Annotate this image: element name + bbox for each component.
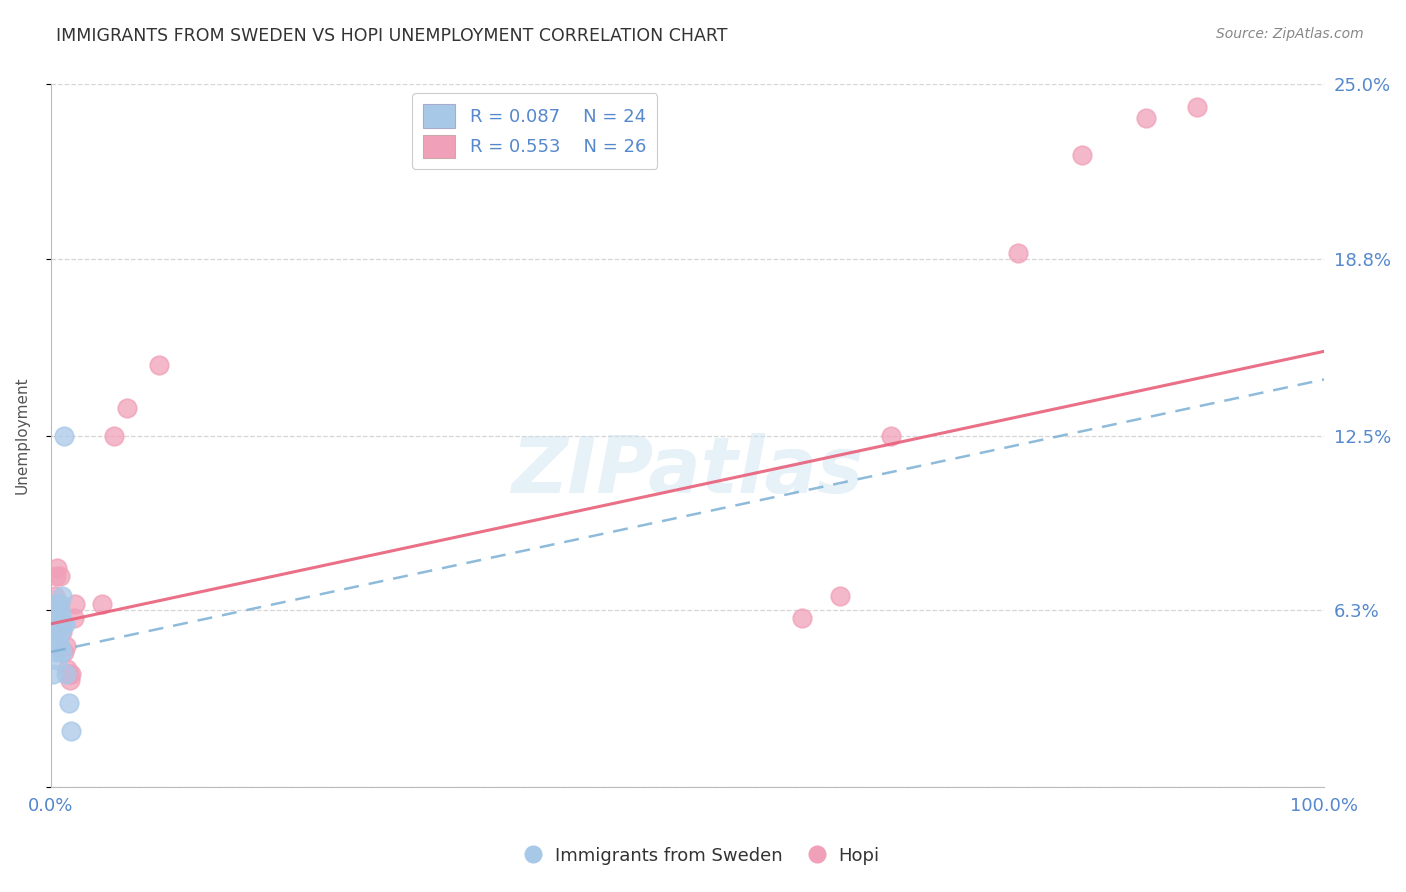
Point bbox=[60, 667, 83, 681]
Point bbox=[55, 667, 77, 681]
Point bbox=[46, 611, 69, 625]
Point bbox=[45, 616, 67, 631]
Text: ZIPatlas: ZIPatlas bbox=[512, 433, 863, 508]
Point bbox=[48, 603, 70, 617]
Point bbox=[48, 569, 70, 583]
Point bbox=[60, 723, 83, 738]
Point bbox=[52, 428, 75, 442]
Point bbox=[46, 597, 69, 611]
Point bbox=[44, 640, 66, 654]
Point bbox=[53, 616, 76, 631]
Point bbox=[48, 633, 70, 648]
Point bbox=[58, 667, 80, 681]
Point bbox=[49, 616, 72, 631]
Point bbox=[90, 597, 112, 611]
Point bbox=[115, 401, 138, 415]
Point bbox=[46, 653, 69, 667]
Point bbox=[52, 616, 75, 631]
Point bbox=[48, 597, 70, 611]
Point bbox=[44, 625, 66, 640]
Point bbox=[44, 589, 66, 603]
Point bbox=[59, 673, 82, 687]
Point bbox=[880, 428, 903, 442]
Text: IMMIGRANTS FROM SWEDEN VS HOPI UNEMPLOYMENT CORRELATION CHART: IMMIGRANTS FROM SWEDEN VS HOPI UNEMPLOYM… bbox=[56, 27, 728, 45]
Point bbox=[49, 606, 72, 620]
Point bbox=[58, 696, 80, 710]
Point bbox=[148, 359, 170, 373]
Point bbox=[45, 569, 67, 583]
Point bbox=[48, 616, 70, 631]
Point bbox=[103, 428, 125, 442]
Point bbox=[55, 640, 77, 654]
Legend: R = 0.087    N = 24, R = 0.553    N = 26: R = 0.087 N = 24, R = 0.553 N = 26 bbox=[412, 94, 657, 169]
Point bbox=[62, 611, 84, 625]
Point bbox=[1007, 246, 1029, 260]
Point bbox=[52, 645, 75, 659]
Point bbox=[48, 640, 70, 654]
Point bbox=[830, 589, 852, 603]
Point bbox=[1185, 100, 1208, 114]
Point bbox=[48, 616, 70, 631]
Point bbox=[46, 560, 69, 574]
Point bbox=[56, 662, 79, 676]
Point bbox=[1135, 111, 1157, 125]
Point bbox=[48, 597, 70, 611]
Point bbox=[1071, 147, 1094, 161]
Point bbox=[51, 625, 73, 640]
Point bbox=[63, 597, 86, 611]
Point bbox=[51, 645, 73, 659]
Text: Source: ZipAtlas.com: Source: ZipAtlas.com bbox=[1216, 27, 1364, 41]
Point bbox=[42, 667, 65, 681]
Point bbox=[790, 611, 813, 625]
Point bbox=[51, 589, 73, 603]
Point bbox=[49, 625, 72, 640]
Y-axis label: Unemployment: Unemployment bbox=[15, 376, 30, 494]
Legend: Immigrants from Sweden, Hopi: Immigrants from Sweden, Hopi bbox=[519, 839, 887, 872]
Point bbox=[45, 645, 67, 659]
